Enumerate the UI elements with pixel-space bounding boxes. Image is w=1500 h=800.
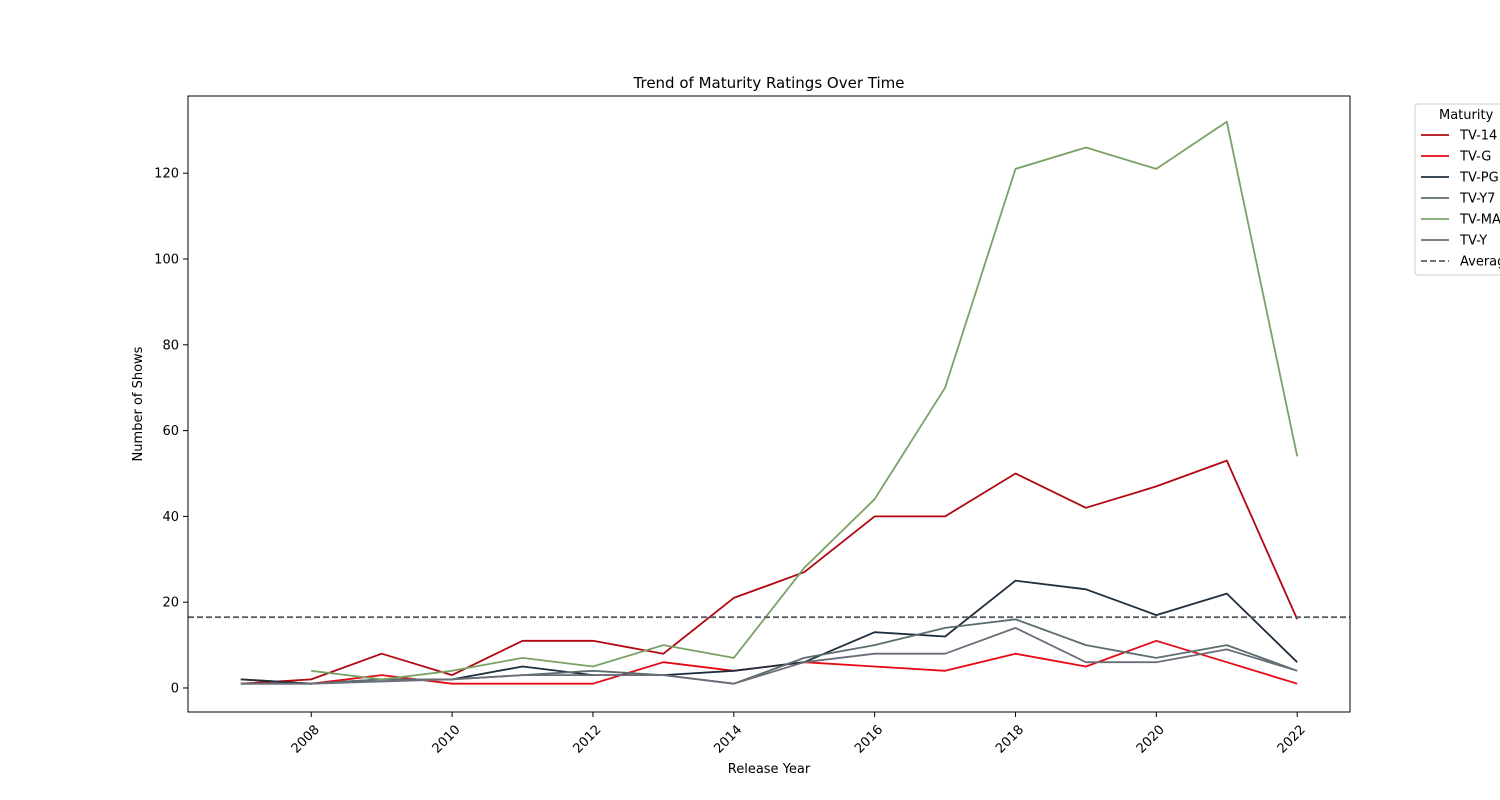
- legend-label: TV-Y: [1459, 234, 1487, 249]
- y-tick-label: 80: [162, 338, 179, 353]
- series-line-tv-y: [240, 627, 1298, 685]
- legend-label: TV-PG: [1459, 171, 1499, 186]
- series-line-tv-14: [240, 459, 1299, 685]
- y-axis-label: Number of Shows: [131, 346, 146, 461]
- y-tick-label: 100: [154, 253, 179, 268]
- legend-label: TV-14: [1459, 129, 1497, 144]
- plot-area: [188, 120, 1350, 685]
- y-tick-label: 40: [162, 510, 179, 525]
- x-tick-label: 2020: [1134, 723, 1168, 757]
- series-line-tv-pg: [240, 579, 1298, 685]
- plot-frame: [187, 95, 1351, 713]
- legend-label: TV-MA: [1459, 213, 1500, 228]
- legend-label: TV-G: [1459, 150, 1491, 165]
- legend-box: [1414, 103, 1500, 276]
- y-tick-label: 20: [162, 596, 179, 611]
- x-tick-label: 2012: [570, 723, 604, 757]
- legend-label: Average: [1460, 255, 1500, 270]
- legend: Maturity TV-14 TV-G TV-PG TV-Y7 TV-MA TV-Y Aver…: [1414, 103, 1500, 276]
- x-tick-label: 2016: [852, 723, 886, 757]
- legend-title: Maturity: [1439, 108, 1494, 123]
- x-tick-label: 2014: [711, 723, 745, 757]
- series-line-tv-y7: [240, 618, 1298, 685]
- series-line-tv-ma: [311, 120, 1299, 681]
- y-tick-label: 0: [171, 681, 179, 696]
- x-tick-label: 2010: [430, 723, 464, 757]
- x-tick-label: 2022: [1275, 723, 1309, 757]
- x-axis-label: Release Year: [728, 762, 811, 777]
- y-axis: 0 20 40 60 80 100 120: [154, 167, 188, 696]
- legend-label: TV-Y7: [1459, 192, 1495, 207]
- x-tick-label: 2008: [289, 723, 323, 757]
- y-tick-label: 60: [162, 424, 179, 439]
- x-tick-label: 2018: [993, 723, 1027, 757]
- x-axis: 2008 2010 2012 2014 2016 2018 2020 2022: [289, 712, 1309, 757]
- chart-title: Trend of Maturity Ratings Over Time: [633, 74, 905, 92]
- y-tick-label: 120: [154, 167, 179, 182]
